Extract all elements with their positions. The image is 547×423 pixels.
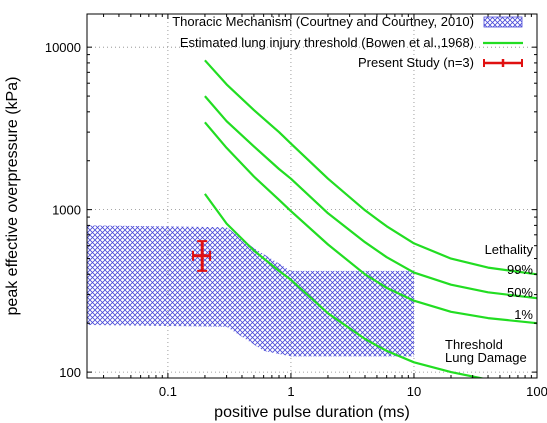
x-tick-label: 0.1 [159,384,177,399]
x-tick-label: 1 [287,384,294,399]
bowen-curve-threshold [204,193,486,378]
legend-label: Estimated lung injury threshold (Bowen e… [180,35,474,50]
label-1pct: 1% [514,307,533,322]
bowen-curve-1pct [204,121,537,325]
label-50pct: 50% [507,285,533,300]
y-tick-label: 1000 [52,203,81,218]
x-tick-label: 10 [407,384,421,399]
thoracic-mechanism-area [87,225,414,357]
legend-swatch-hatched [483,16,523,28]
legend: Thoracic Mechanism (Courtney and Courtne… [172,14,523,70]
label-99pct: 99% [507,262,533,277]
legend-label: Thoracic Mechanism (Courtney and Courtne… [172,14,474,29]
y-tick-label: 100 [59,365,81,380]
present-study-marker [192,240,212,272]
lethality-label: Lethality [485,242,534,257]
y-axis-label: peak effective overpressure (kPa) [4,77,21,316]
threshold-label-line1: Threshold [445,337,503,352]
bowen-curves [204,59,537,378]
thoracic-region [87,225,414,357]
bowen-curve-99pct [204,59,537,276]
axis-ticks: 0.1 1 10 100 100 1000 10000 [45,14,547,399]
grid [87,14,537,378]
plot-frame [86,13,538,379]
bowen-curve-50pct [204,95,537,300]
x-axis-label: positive pulse duration (ms) [214,404,410,421]
y-tick-label: 10000 [45,40,81,55]
x-tick-label: 100 [526,384,547,399]
legend-label: Present Study (n=3) [358,55,474,70]
threshold-label-line2: Lung Damage [445,350,527,365]
